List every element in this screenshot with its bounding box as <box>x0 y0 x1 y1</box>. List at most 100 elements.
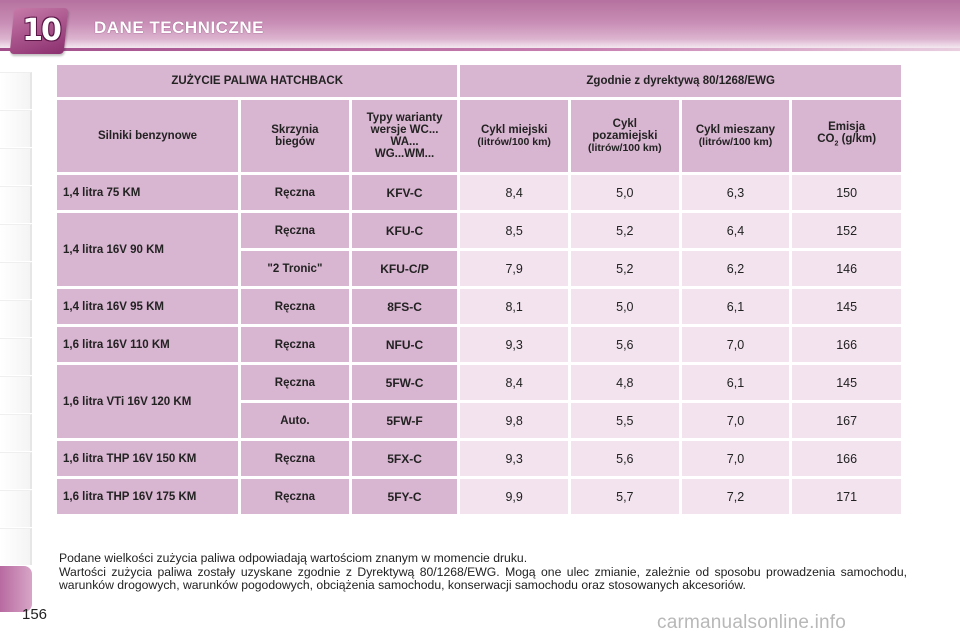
side-tab[interactable] <box>0 148 32 185</box>
type-code-cell: 5FW-F <box>351 403 458 438</box>
side-tab[interactable] <box>0 376 32 413</box>
extra-urban-cell: 5,6 <box>571 327 679 362</box>
col-header-gearbox-text: Skrzynia biegów <box>271 124 319 148</box>
co2-cell: 146 <box>792 251 901 286</box>
side-tab[interactable] <box>0 72 32 109</box>
emission-unit: (g/km) <box>841 133 877 146</box>
type-code-cell: 5FW-C <box>351 365 458 400</box>
side-tabs <box>0 62 32 612</box>
col-header-urban-label: Cykl miejski <box>480 124 548 136</box>
col-header-gearbox: Skrzynia biegów <box>241 100 349 172</box>
gearbox-cell: Auto. <box>241 403 349 438</box>
side-tab[interactable] <box>0 528 32 565</box>
col-header-urban-unit: (litrów/100 km) <box>477 136 551 148</box>
chapter-number: 10 <box>22 13 62 48</box>
urban-cell: 9,3 <box>460 441 568 476</box>
header-band <box>0 0 960 52</box>
side-tab[interactable] <box>0 110 32 147</box>
side-tab-active[interactable] <box>0 566 32 612</box>
side-tab[interactable] <box>0 338 32 375</box>
table-row: 1,6 litra 16V 110 KM Ręczna NFU-C 9,3 5,… <box>57 327 901 362</box>
extra-urban-cell: 5,0 <box>571 289 679 324</box>
table-row: 1,4 litra 16V 90 KM Ręczna KFU-C 8,5 5,2… <box>57 213 901 286</box>
extra-urban-cell: 4,8 <box>571 365 679 400</box>
co2-cell: 166 <box>792 327 901 362</box>
col-header-urban: Cykl miejski (litrów/100 km) <box>460 100 568 172</box>
extra-urban-cell: 5,7 <box>571 479 679 514</box>
type-code-cell: KFV-C <box>351 175 458 210</box>
combined-cell: 7,0 <box>681 327 790 362</box>
urban-cell: 8,4 <box>460 365 568 400</box>
gearbox-cell: "2 Tronic" <box>241 251 349 286</box>
co-text: CO <box>817 133 835 146</box>
combined-cell: 6,4 <box>681 213 790 248</box>
col-header-extra-unit: (litrów/100 km) <box>588 142 662 154</box>
watermark: carmanualsonline.info <box>657 612 847 633</box>
fuel-consumption-table: ZUŻYCIE PALIWA HATCHBACK Zgodnie z dyrek… <box>57 62 905 517</box>
co2-cell: 166 <box>792 441 901 476</box>
table-row: 1,4 litra 75 KM Ręczna KFV-C 8,4 5,0 6,3… <box>57 175 901 210</box>
col-header-engine: Silniki benzynowe <box>57 100 239 172</box>
side-tab[interactable] <box>0 224 32 261</box>
gearbox-cell: Ręczna <box>241 213 349 248</box>
table-row: "2 Tronic" KFU-C/P 7,9 5,2 6,2 146 <box>57 251 901 286</box>
header-divider <box>0 48 960 51</box>
gearbox-cell: Ręczna <box>241 365 349 400</box>
col-header-emission-label: Emisja <box>828 121 866 134</box>
directive-header: Zgodnie z dyrektywą 80/1268/EWG <box>460 65 901 97</box>
combined-cell: 6,2 <box>681 251 790 286</box>
combined-cell: 7,0 <box>681 403 790 438</box>
engine-cell: 1,6 litra 16V 110 KM <box>57 327 239 362</box>
urban-cell: 8,5 <box>460 213 568 248</box>
col-header-extra: Cykl pozamiejski (litrów/100 km) <box>571 100 679 172</box>
type-code-cell: NFU-C <box>351 327 458 362</box>
combined-cell: 7,0 <box>681 441 790 476</box>
gearbox-cell: Ręczna <box>241 441 349 476</box>
extra-urban-cell: 5,2 <box>571 213 679 248</box>
extra-urban-cell: 5,6 <box>571 441 679 476</box>
side-tab[interactable] <box>0 300 32 337</box>
side-tab[interactable] <box>0 490 32 527</box>
gearbox-cell: Ręczna <box>241 479 349 514</box>
type-code-cell: KFU-C/P <box>351 251 458 286</box>
engine-cell: 1,4 litra 16V 90 KM <box>57 213 239 286</box>
type-code-cell: 8FS-C <box>351 289 458 324</box>
co2-subscript: 2 <box>834 140 839 148</box>
side-tab[interactable] <box>0 414 32 451</box>
col-header-types-text: Typy warianty wersje WC... WA... WG...WM… <box>366 112 443 160</box>
gearbox-cell: Ręczna <box>241 289 349 324</box>
table-row: 1,6 litra VTi 16V 120 KM Ręczna 5FW-C 8,… <box>57 365 901 438</box>
combined-cell: 7,2 <box>681 479 790 514</box>
footnote-line-2: Wartości zużycia paliwa zostały uzyskane… <box>59 564 907 592</box>
co2-cell: 145 <box>792 289 901 324</box>
side-tab[interactable] <box>0 452 32 489</box>
extra-urban-cell: 5,5 <box>571 403 679 438</box>
combined-cell: 6,1 <box>681 289 790 324</box>
col-header-emission: Emisja CO2 (g/km) <box>792 100 901 172</box>
urban-cell: 9,9 <box>460 479 568 514</box>
table-row: 1,4 litra 16V 95 KM Ręczna 8FS-C 8,1 5,0… <box>57 289 901 324</box>
co2-cell: 145 <box>792 365 901 400</box>
co2-cell: 152 <box>792 213 901 248</box>
page-number: 156 <box>22 606 48 623</box>
type-code-cell: 5FY-C <box>351 479 458 514</box>
side-tab[interactable] <box>0 186 32 223</box>
col-header-extra-label: Cykl pozamiejski <box>592 118 658 142</box>
table-row: 1,6 litra THP 16V 175 KM Ręczna 5FY-C 9,… <box>57 479 901 514</box>
engine-cell: 1,4 litra 16V 95 KM <box>57 289 239 324</box>
gearbox-cell: Ręczna <box>241 175 349 210</box>
col-header-combined-label: Cykl mieszany <box>695 124 776 136</box>
gearbox-cell: Ręczna <box>241 327 349 362</box>
urban-cell: 9,3 <box>460 327 568 362</box>
engine-cell: 1,4 litra 75 KM <box>57 175 239 210</box>
urban-cell: 9,8 <box>460 403 568 438</box>
type-code-cell: KFU-C <box>351 213 458 248</box>
table-title: ZUŻYCIE PALIWA HATCHBACK <box>57 65 458 97</box>
urban-cell: 8,4 <box>460 175 568 210</box>
engine-cell: 1,6 litra VTi 16V 120 KM <box>57 365 239 438</box>
side-tab[interactable] <box>0 262 32 299</box>
table-row: Auto. 5FW-F 9,8 5,5 7,0 167 <box>57 403 901 438</box>
co2-cell: 171 <box>792 479 901 514</box>
engine-cell: 1,6 litra THP 16V 175 KM <box>57 479 239 514</box>
type-code-cell: 5FX-C <box>351 441 458 476</box>
